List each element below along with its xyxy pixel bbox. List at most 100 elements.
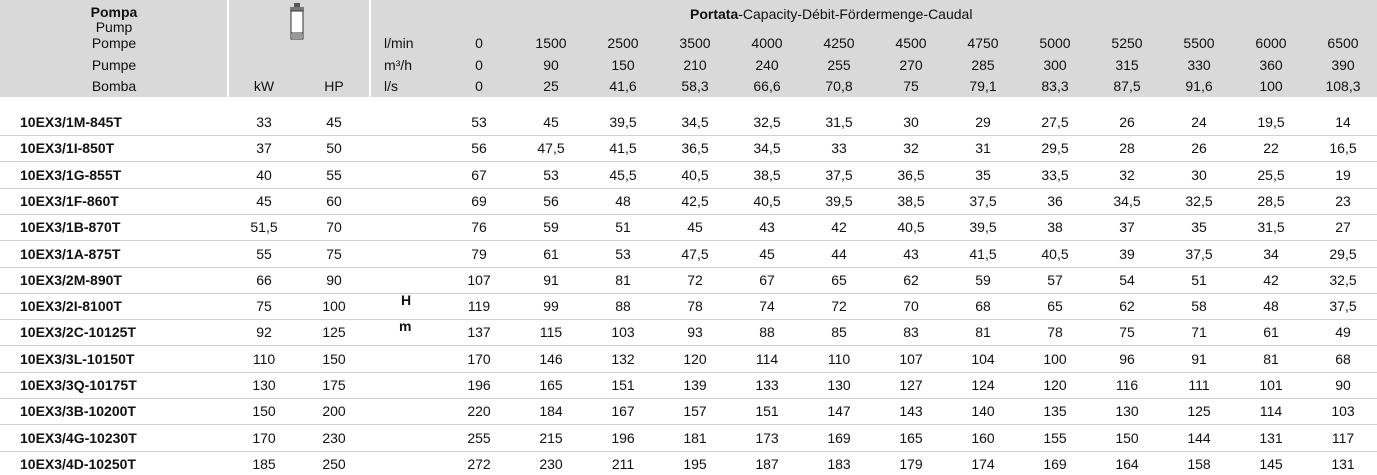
flow-value: 108,3 bbox=[1325, 76, 1360, 96]
head-value: 33 bbox=[831, 138, 847, 158]
head-value: 22 bbox=[1263, 138, 1279, 158]
head-value: 42 bbox=[1263, 270, 1279, 290]
flow-value: 210 bbox=[683, 55, 706, 75]
header-separator bbox=[227, 0, 229, 97]
model-name: 10EX3/2C-10125T bbox=[20, 322, 136, 342]
power-hp: 150 bbox=[322, 349, 345, 369]
power-kw: 33 bbox=[256, 112, 272, 132]
flow-value: 2500 bbox=[607, 33, 638, 53]
flow-value: 6500 bbox=[1327, 33, 1358, 53]
head-value: 44 bbox=[831, 244, 847, 264]
head-value: 51 bbox=[1191, 270, 1207, 290]
head-value: 120 bbox=[683, 349, 706, 369]
head-value: 144 bbox=[1187, 428, 1210, 448]
head-value: 196 bbox=[611, 428, 634, 448]
head-value: 145 bbox=[1259, 454, 1282, 474]
head-value: 41,5 bbox=[969, 244, 996, 264]
head-value: 62 bbox=[903, 270, 919, 290]
head-value: 164 bbox=[1115, 454, 1138, 474]
head-value: 36,5 bbox=[897, 165, 924, 185]
model-name: 10EX3/1A-875T bbox=[20, 244, 120, 264]
head-value: 29 bbox=[975, 112, 991, 132]
head-value: 124 bbox=[971, 375, 994, 395]
head-value: 196 bbox=[467, 375, 490, 395]
head-value: 150 bbox=[1115, 428, 1138, 448]
head-value: 53 bbox=[543, 165, 559, 185]
head-value: 99 bbox=[543, 296, 559, 316]
power-kw: 150 bbox=[252, 401, 275, 421]
head-value: 14 bbox=[1335, 112, 1351, 132]
head-value: 32,5 bbox=[1185, 191, 1212, 211]
model-name: 10EX3/1F-860T bbox=[20, 191, 119, 211]
flow-value: 87,5 bbox=[1113, 76, 1140, 96]
model-name: 10EX3/4D-10250T bbox=[20, 454, 136, 474]
power-kw: 45 bbox=[256, 191, 272, 211]
row-separator bbox=[0, 161, 1377, 162]
head-value: 53 bbox=[615, 244, 631, 264]
capacity-title: Portata-Capacity-Débit-Fördermenge-Cauda… bbox=[690, 4, 972, 24]
head-value: 230 bbox=[539, 454, 562, 474]
head-value: 68 bbox=[975, 296, 991, 316]
head-value: 96 bbox=[1119, 349, 1135, 369]
head-value: 34,5 bbox=[753, 138, 780, 158]
head-value: 91 bbox=[543, 270, 559, 290]
head-value: 26 bbox=[1119, 112, 1135, 132]
pump-label: Pumpe bbox=[92, 55, 136, 75]
head-value: 38,5 bbox=[897, 191, 924, 211]
head-value: 37,5 bbox=[1329, 296, 1356, 316]
head-value: 29,5 bbox=[1041, 138, 1068, 158]
head-value: 59 bbox=[975, 270, 991, 290]
head-value: 165 bbox=[539, 375, 562, 395]
flow-unit: l/min bbox=[384, 33, 414, 53]
head-value: 43 bbox=[903, 244, 919, 264]
head-value: 135 bbox=[1043, 401, 1066, 421]
flow-value: 5500 bbox=[1183, 33, 1214, 53]
head-value: 39,5 bbox=[969, 217, 996, 237]
power-hp: 230 bbox=[322, 428, 345, 448]
head-value: 23 bbox=[1335, 191, 1351, 211]
head-value: 31,5 bbox=[1257, 217, 1284, 237]
model-name: 10EX3/3Q-10175T bbox=[20, 375, 137, 395]
row-separator bbox=[0, 267, 1377, 268]
head-value: 114 bbox=[1260, 401, 1282, 421]
head-value: 27 bbox=[1335, 217, 1351, 237]
head-value: 215 bbox=[539, 428, 562, 448]
power-kw: 66 bbox=[256, 270, 272, 290]
power-hp: 70 bbox=[326, 217, 342, 237]
head-value: 45 bbox=[759, 244, 775, 264]
head-value: 39,5 bbox=[825, 191, 852, 211]
head-value: 19 bbox=[1335, 165, 1351, 185]
row-separator bbox=[0, 214, 1377, 215]
power-hp: 90 bbox=[326, 270, 342, 290]
head-value: 114 bbox=[756, 349, 778, 369]
flow-value: 4000 bbox=[751, 33, 782, 53]
head-value: 58 bbox=[1191, 296, 1207, 316]
head-value: 140 bbox=[971, 401, 994, 421]
head-value: 27,5 bbox=[1041, 112, 1068, 132]
head-value: 59 bbox=[543, 217, 559, 237]
head-value: 76 bbox=[471, 217, 487, 237]
head-value: 40,5 bbox=[681, 165, 708, 185]
power-unit: kW bbox=[254, 76, 274, 96]
head-value: 24 bbox=[1191, 112, 1207, 132]
head-value: 72 bbox=[687, 270, 703, 290]
flow-value: 270 bbox=[899, 55, 922, 75]
head-value: 81 bbox=[615, 270, 631, 290]
flow-value: 150 bbox=[611, 55, 634, 75]
power-kw: 130 bbox=[252, 375, 275, 395]
head-value: 133 bbox=[755, 375, 778, 395]
head-value: 169 bbox=[827, 428, 850, 448]
head-value: 72 bbox=[831, 296, 847, 316]
flow-value: 0 bbox=[475, 55, 483, 75]
head-value: 107 bbox=[899, 349, 922, 369]
head-value: 33,5 bbox=[1041, 165, 1068, 185]
head-value: 81 bbox=[1263, 349, 1279, 369]
row-separator bbox=[0, 398, 1377, 399]
head-value: 167 bbox=[611, 401, 634, 421]
head-value: 39,5 bbox=[609, 112, 636, 132]
head-value: 48 bbox=[615, 191, 631, 211]
head-value: 169 bbox=[1043, 454, 1066, 474]
model-name: 10EX3/1M-845T bbox=[20, 112, 122, 132]
flow-value: 6000 bbox=[1255, 33, 1286, 53]
head-value: 41,5 bbox=[609, 138, 636, 158]
